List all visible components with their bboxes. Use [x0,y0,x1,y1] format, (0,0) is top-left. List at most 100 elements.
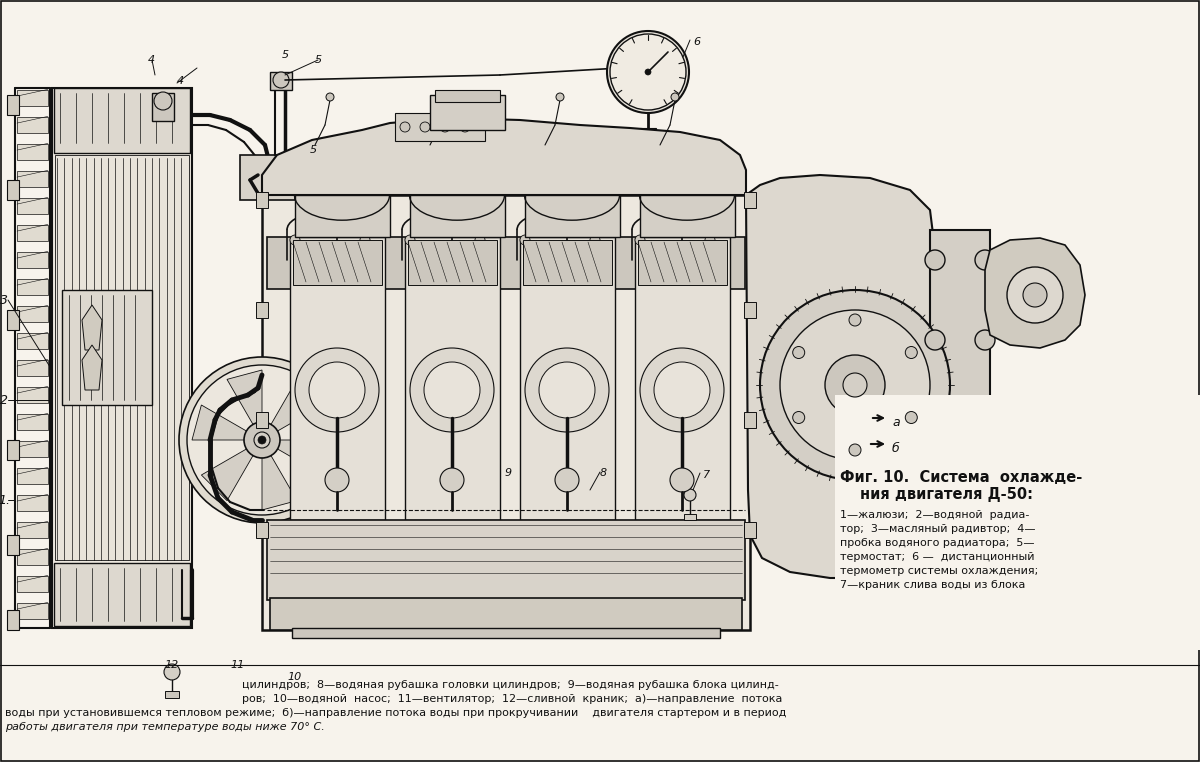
Bar [744,412,756,428]
Bar [256,302,268,318]
Circle shape [974,250,995,270]
Text: работы двигателя при температуре воды ниже 70° С.: работы двигателя при температуре воды ни… [5,722,325,732]
Circle shape [154,92,172,110]
Polygon shape [82,305,102,350]
Text: воды при установившемся тепловом режиме;  б)—направление потока воды при прокруч: воды при установившемся тепловом режиме;… [5,708,786,718]
Circle shape [607,31,689,113]
Circle shape [635,235,646,245]
Bar [17,306,48,322]
Bar [520,237,616,520]
Circle shape [760,290,950,480]
Circle shape [526,348,610,432]
Circle shape [793,347,805,358]
Bar [266,237,745,289]
Bar [17,360,48,376]
Text: ров;  10—водяной  насос;  11—вентилятор;  12—сливной  краник;  а)—направление  п: ров; 10—водяной насос; 11—вентилятор; 12… [242,694,782,704]
Bar [930,230,990,540]
Bar [52,88,192,628]
Bar [240,155,295,200]
Bar [17,198,48,214]
Polygon shape [262,118,746,195]
Circle shape [420,122,430,132]
Circle shape [554,468,580,492]
Circle shape [290,235,300,245]
Circle shape [556,93,564,101]
Circle shape [925,250,946,270]
Bar [17,414,48,431]
Circle shape [925,410,946,430]
Circle shape [187,365,337,515]
Bar [395,113,485,141]
Bar [152,93,174,121]
Bar [835,395,1200,650]
Text: Фиг. 10.  Система  охлажде-: Фиг. 10. Система охлажде- [840,470,1082,485]
Bar [266,520,745,600]
Bar [17,144,48,160]
Bar [54,88,190,153]
Circle shape [590,235,600,245]
Circle shape [905,411,917,424]
Bar [17,252,48,268]
Circle shape [326,93,334,101]
Circle shape [925,480,946,500]
Circle shape [254,432,270,448]
Bar [17,387,48,403]
Circle shape [905,347,917,358]
Polygon shape [192,405,250,440]
Text: 12: 12 [164,660,179,670]
Circle shape [974,410,995,430]
Circle shape [640,348,724,432]
Polygon shape [746,175,935,578]
Text: пробка водяного радиатора;  5—: пробка водяного радиатора; 5— [840,538,1034,548]
Bar [256,192,268,208]
Circle shape [179,357,346,523]
Text: 5: 5 [314,55,322,65]
Text: б: б [892,441,900,454]
Bar [62,290,152,405]
Circle shape [780,310,930,460]
Circle shape [258,436,266,444]
Circle shape [1022,283,1046,307]
Bar [744,302,756,318]
Text: 11: 11 [230,660,245,670]
Circle shape [274,72,289,88]
Bar [744,522,756,538]
Text: 6: 6 [694,37,700,47]
Bar [408,240,497,285]
Bar [17,90,48,106]
Text: ния двигателя Д-50:: ния двигателя Д-50: [860,487,1033,502]
Text: термометр системы охлаждения;: термометр системы охлаждения; [840,566,1038,576]
Bar [7,535,19,555]
Circle shape [684,489,696,501]
Bar [638,240,727,285]
Text: 4: 4 [148,55,155,65]
Polygon shape [275,440,332,475]
Bar [744,192,756,208]
Circle shape [244,422,280,458]
Bar [17,495,48,511]
Bar [436,90,500,102]
Text: 1.: 1. [0,494,10,507]
Circle shape [440,122,450,132]
Bar [256,412,268,428]
Circle shape [826,355,886,415]
Bar [256,522,268,538]
Text: 1—жалюзи;  2—водяной  радиа-: 1—жалюзи; 2—водяной радиа- [840,510,1030,520]
Circle shape [440,468,464,492]
Polygon shape [985,238,1085,348]
Bar [7,610,19,630]
Circle shape [360,235,370,245]
Circle shape [406,235,415,245]
Circle shape [793,411,805,424]
Bar [270,72,292,90]
Polygon shape [227,370,262,427]
Bar [17,333,48,349]
Bar [166,691,179,698]
Text: 9: 9 [505,468,512,478]
Polygon shape [270,379,323,433]
Circle shape [424,362,480,418]
Text: 4: 4 [178,76,184,86]
Text: 5: 5 [282,50,288,60]
Polygon shape [202,447,254,501]
Bar [270,598,742,630]
